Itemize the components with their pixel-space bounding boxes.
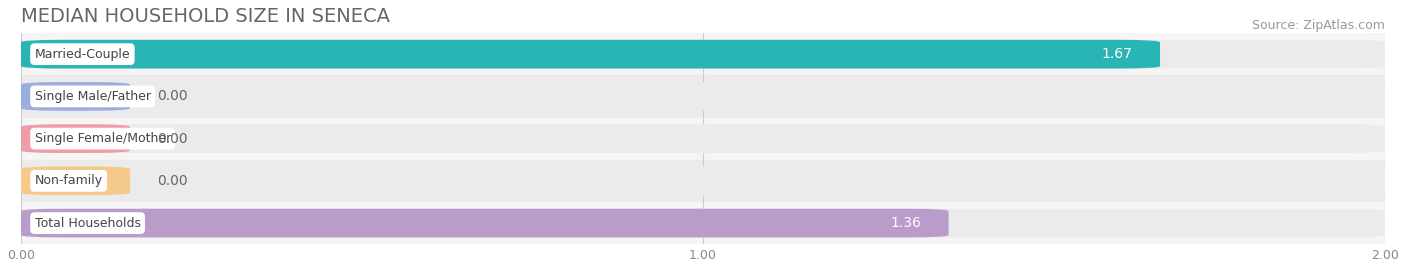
Text: MEDIAN HOUSEHOLD SIZE IN SENECA: MEDIAN HOUSEHOLD SIZE IN SENECA [21, 7, 389, 26]
Text: Source: ZipAtlas.com: Source: ZipAtlas.com [1251, 19, 1385, 32]
FancyBboxPatch shape [21, 40, 1385, 69]
Text: 0.00: 0.00 [157, 89, 188, 103]
FancyBboxPatch shape [21, 202, 1385, 244]
Text: Single Female/Mother: Single Female/Mother [35, 132, 172, 145]
Text: 1.67: 1.67 [1102, 47, 1133, 61]
FancyBboxPatch shape [21, 33, 1385, 75]
FancyBboxPatch shape [21, 124, 1385, 153]
FancyBboxPatch shape [21, 40, 1160, 69]
FancyBboxPatch shape [21, 167, 1385, 195]
FancyBboxPatch shape [21, 209, 949, 238]
Text: 1.36: 1.36 [890, 216, 921, 230]
FancyBboxPatch shape [21, 118, 1385, 160]
Text: Married-Couple: Married-Couple [35, 48, 131, 61]
Text: 0.00: 0.00 [157, 174, 188, 188]
Text: Non-family: Non-family [35, 174, 103, 187]
FancyBboxPatch shape [21, 160, 1385, 202]
FancyBboxPatch shape [21, 82, 1385, 111]
Text: Total Households: Total Households [35, 217, 141, 229]
FancyBboxPatch shape [21, 167, 131, 195]
FancyBboxPatch shape [21, 209, 1385, 238]
FancyBboxPatch shape [21, 124, 131, 153]
FancyBboxPatch shape [21, 82, 131, 111]
Text: 0.00: 0.00 [157, 132, 188, 146]
FancyBboxPatch shape [21, 75, 1385, 118]
Text: Single Male/Father: Single Male/Father [35, 90, 150, 103]
